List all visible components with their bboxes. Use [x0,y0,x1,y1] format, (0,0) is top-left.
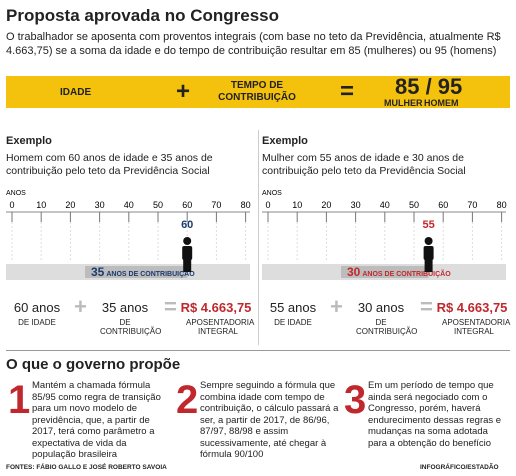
head [183,237,192,245]
tick-label: 40 [380,200,390,210]
title: Proposta aprovada no Congresso [6,6,279,25]
divider [258,130,259,345]
plus: + [330,294,343,319]
axis-label: ANOS [262,190,282,197]
person [423,237,434,272]
axis-label: ANOS [6,190,26,197]
tick-label: 30 [351,200,361,210]
proposal-title: O que o governo propõe [6,356,181,373]
tick-label: 80 [241,200,251,210]
years-text: 35 anos [101,300,149,315]
formula-left: IDADE [60,87,92,98]
legs [424,259,433,272]
tick-label: 0 [265,200,270,210]
tick-label: 60 [438,200,448,210]
age-label: 55 [422,219,434,231]
example-heading: Exemplo [6,135,52,147]
example-text: Mulher com 55 anos de idade e 30 anos de… [262,152,466,177]
item-number: 1 [8,378,31,422]
amount-caption: APOSENTADORIA INTEGRAL [186,318,255,336]
body [423,246,434,260]
item-text: Mantém a chamada fórmula 85/95 como regr… [32,380,161,460]
amount: R$ 4.663,75 [436,300,508,315]
tick-label: 50 [153,200,163,210]
contribution-number: 35 [91,265,105,279]
contribution-caption: ANOS DE CONTRIBUIÇÃO [106,269,195,278]
head [424,237,433,245]
example-heading: Exemplo [262,135,308,147]
formula-men: HOMEM [424,98,459,108]
contribution-bar [85,266,188,278]
tick-label: 30 [95,200,105,210]
contribution-label: 35 ANOS DE CONTRIBUIÇÃO [91,265,195,279]
tick-label: 80 [497,200,507,210]
tick-label: 0 [9,200,14,210]
sources: FONTES: FÁBIO GALLO E JOSÉ ROBERTO SAVOI… [6,464,167,471]
years-text: 30 anos [357,300,405,315]
tick-label: 70 [467,200,477,210]
formula-plus: + [176,78,191,105]
tick-label: 50 [409,200,419,210]
age-caption: DE IDADE [18,318,56,327]
amount-caption: APOSENTADORIA INTEGRAL [442,318,511,336]
contribution-bar [341,266,429,278]
formula-banner [6,76,510,108]
amount: R$ 4.663,75 [180,300,252,315]
tick-label: 20 [321,200,331,210]
tick-label: 20 [65,200,75,210]
legs [183,259,192,272]
intro: O trabalhador se aposenta com proventos … [6,31,501,57]
rule [6,350,510,351]
item-text: Sempre seguindo a fórmula que combina id… [200,380,339,460]
person [182,237,193,272]
contribution-number: 30 [347,265,361,279]
formula-women: MULHER [384,98,423,108]
contribution-caption: ANOS DE CONTRIBUIÇÃO [362,269,451,278]
body [182,246,193,260]
formula-equals: = [340,78,355,105]
age-text: 55 anos [269,300,317,315]
age-label: 60 [181,219,193,231]
equals: = [164,294,177,319]
tick-label: 10 [36,200,46,210]
example-text: Homem com 60 anos de idade e 35 anos de … [6,152,213,177]
tick-label: 10 [292,200,302,210]
plus: + [74,294,87,319]
age-caption: DE IDADE [274,318,312,327]
credit: INFOGRÁFICO/ESTADÃO [420,464,499,471]
item-text: Em um período de tempo que ainda será ne… [368,380,502,449]
tick-label: 60 [182,200,192,210]
formula-result: 85 / 95 [395,74,463,99]
item-number: 3 [344,378,367,422]
age-text: 60 anos [13,300,61,315]
tick-label: 70 [211,200,221,210]
equals: = [420,294,433,319]
years-caption: DE CONTRIBUIÇÃO [356,318,418,336]
contribution-label: 30 ANOS DE CONTRIBUIÇÃO [347,265,451,279]
tick-label: 40 [124,200,134,210]
item-number: 2 [176,378,199,422]
formula-middle: TEMPO DE CONTRIBUIÇÃO [218,80,296,103]
years-caption: DE CONTRIBUIÇÃO [100,318,162,336]
